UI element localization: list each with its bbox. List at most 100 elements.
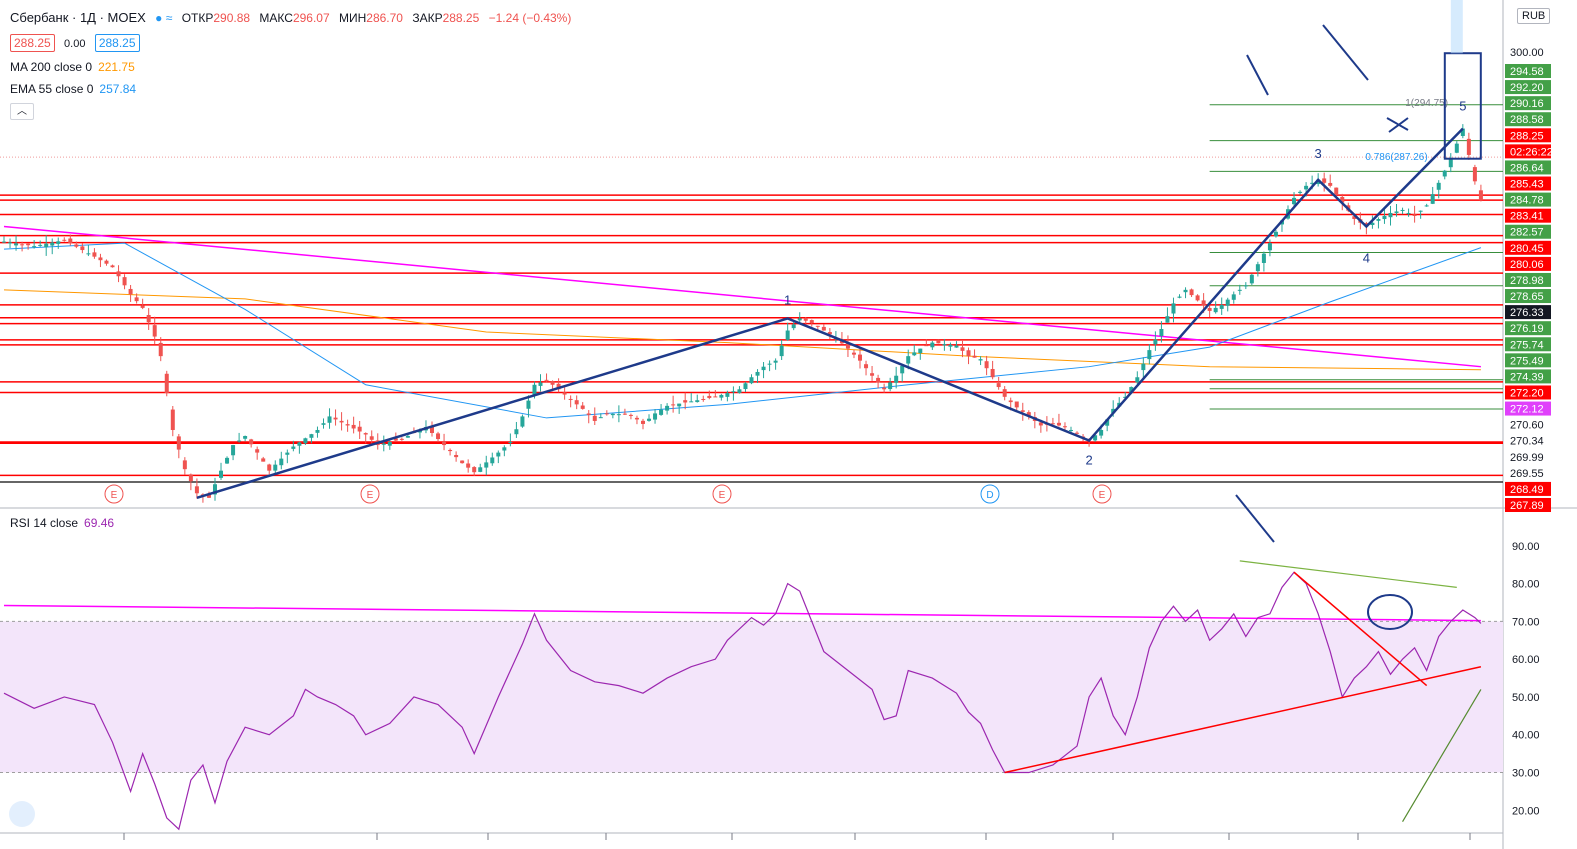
candle-body (942, 344, 947, 346)
price-label-bg (1505, 160, 1551, 175)
ema-55-line (3, 242, 1482, 419)
candle-body (225, 457, 230, 464)
candle-body (785, 330, 790, 340)
candle-body (1310, 182, 1315, 184)
candle-body (1026, 412, 1031, 417)
rsi-axis-tick: 20.00 (1512, 805, 1540, 817)
candle-body (74, 244, 79, 247)
close-value: 288.25 (442, 11, 480, 25)
open-label: ОТКР (181, 11, 214, 25)
cross-mark (1386, 117, 1409, 133)
price-axis-label: 269.55 (1510, 468, 1544, 480)
candle-body (1219, 304, 1224, 309)
price-axis-label: 274.39 (1510, 371, 1544, 383)
price-axis-label: 290.16 (1510, 98, 1544, 110)
candle-body (267, 464, 272, 471)
candle-body (845, 342, 850, 349)
candle-body (182, 460, 187, 470)
price-axis-label: 285.43 (1510, 179, 1544, 191)
candle-body (472, 467, 477, 473)
candle-body (369, 436, 374, 440)
candle-body (1099, 429, 1104, 436)
event-marker (104, 484, 124, 504)
low-label: МИН (338, 11, 367, 25)
candle-body (779, 345, 784, 357)
candle-body (532, 384, 537, 396)
candle-body (930, 342, 935, 348)
wave-label: 4 (1363, 251, 1370, 266)
candle-body (1105, 419, 1110, 426)
price-axis-label: 270.60 (1510, 420, 1544, 432)
candle-body (285, 452, 290, 455)
elliott-wave-line (196, 127, 1464, 500)
price-axis-label: 272.12 (1510, 404, 1544, 416)
candle-body (1316, 179, 1321, 185)
bid-ask: 288.25 0.00 288.25 (10, 34, 146, 52)
collapse-legend-button[interactable]: ︿ (10, 103, 34, 120)
status-dots[interactable]: ● ≈ (155, 11, 173, 25)
ask-box[interactable]: 288.25 (94, 34, 140, 52)
rsi-value: 69.46 (84, 516, 115, 530)
candle-body (351, 424, 356, 429)
price-axis-label: 278.98 (1510, 275, 1544, 287)
candle-body (695, 400, 700, 403)
candle-body (243, 436, 248, 439)
candle-body (653, 413, 658, 420)
candle-body (26, 243, 31, 246)
price-axis-label: 02:26:22 (1510, 146, 1553, 158)
price-axis-label: 267.89 (1510, 500, 1544, 512)
bid-box[interactable]: 288.25 (10, 34, 55, 52)
price-label-bg (1505, 144, 1551, 159)
price-label-bg (1505, 353, 1551, 368)
price-label-bg (1505, 481, 1551, 496)
candle-body (1460, 128, 1465, 137)
rsi-axis-tick: 70.00 (1512, 616, 1540, 628)
price-label-bg (1505, 305, 1551, 320)
candle-body (1243, 285, 1248, 287)
candle-body (990, 368, 995, 378)
price-label-bg (1505, 208, 1551, 223)
price-label-bg (1505, 289, 1551, 304)
candle-body (484, 462, 489, 468)
event-marker (1092, 484, 1112, 504)
wave-label: 3 (1315, 146, 1322, 161)
candle-body (616, 414, 621, 416)
ma-legend[interactable]: MA 200 close 0 221.75 (10, 60, 141, 74)
candle-body (194, 486, 199, 494)
ema-legend[interactable]: EMA 55 close 0 257.84 (10, 82, 142, 96)
low-value: 286.70 (366, 11, 403, 25)
candle-body (430, 426, 435, 434)
candle-body (1123, 396, 1128, 398)
candle-body (737, 389, 742, 393)
candle-body (707, 395, 712, 398)
candle-body (514, 429, 519, 435)
candle-body (1328, 182, 1333, 186)
currency-button[interactable]: RUB (1517, 8, 1551, 24)
candle-body (393, 438, 398, 441)
candle-body (858, 354, 863, 361)
price-axis-label: 284.78 (1510, 195, 1544, 207)
candle-body (550, 381, 555, 385)
rsi-legend[interactable]: RSI 14 close 69.46 (10, 516, 120, 530)
candle-body (460, 460, 465, 464)
candle-body (604, 413, 609, 415)
candle-body (1111, 408, 1116, 414)
candle-body (1002, 389, 1007, 397)
candle-body (1201, 300, 1206, 306)
candle-body (1020, 410, 1025, 412)
candle-body (725, 393, 730, 397)
rsi-support-line (1004, 665, 1482, 774)
candle-body (1213, 307, 1218, 313)
wave-label: 2 (1085, 453, 1092, 468)
candle-body (1448, 158, 1453, 168)
candle-body (713, 396, 718, 398)
price-axis-label: 272.20 (1510, 387, 1544, 399)
price-axis-label: 288.25 (1510, 130, 1544, 142)
candle-body (1195, 295, 1200, 301)
candle-body (1418, 210, 1423, 212)
candle-body (640, 420, 645, 424)
candle-body (219, 470, 224, 478)
candle-body (1249, 274, 1254, 284)
price-label-bg (1505, 64, 1551, 78)
